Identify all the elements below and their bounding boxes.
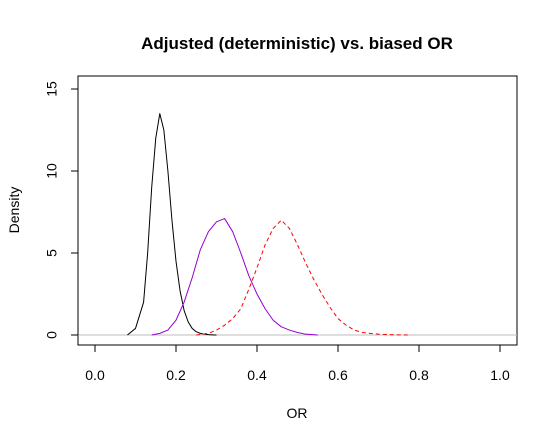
- x-tick-label: 0.2: [166, 367, 186, 383]
- density-line-1: [127, 113, 217, 336]
- density-line-2: [151, 218, 318, 336]
- x-axis: 0.0 0.2 0.4 0.6 0.8 1.0: [85, 344, 510, 383]
- y-tick-label: 10: [44, 163, 60, 179]
- x-axis-label: OR: [287, 405, 308, 421]
- x-tick-label: 0.6: [328, 367, 348, 383]
- y-tick-label: 0: [44, 331, 60, 339]
- density-line-3: [196, 219, 411, 336]
- series-layer: [127, 113, 411, 336]
- y-tick-label: 15: [44, 81, 60, 97]
- y-axis: 0 5 10 15: [44, 81, 79, 339]
- plot-frame: [77, 75, 518, 346]
- chart-title: Adjusted (deterministic) vs. biased OR: [141, 34, 453, 53]
- x-tick-label: 0.0: [85, 367, 105, 383]
- y-tick-label: 5: [44, 249, 60, 257]
- x-tick-label: 1.0: [490, 367, 510, 383]
- x-tick-label: 0.8: [409, 367, 429, 383]
- y-axis-label: Density: [6, 187, 22, 234]
- x-tick-label: 0.4: [247, 367, 267, 383]
